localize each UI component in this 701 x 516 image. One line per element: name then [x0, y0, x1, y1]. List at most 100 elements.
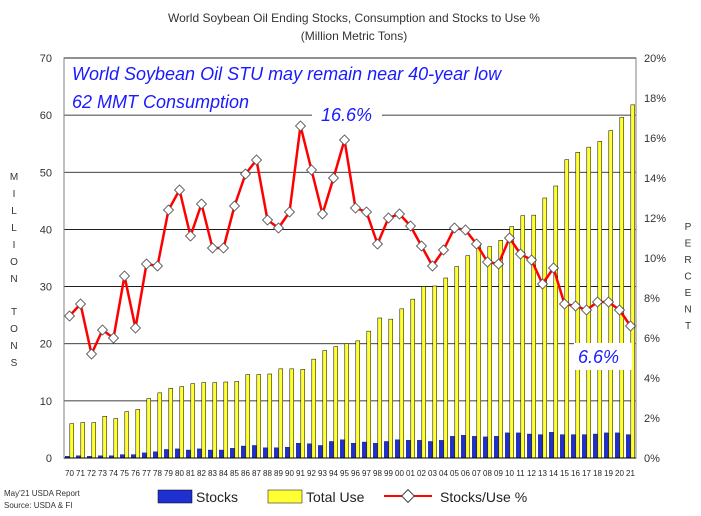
bar-total-use: [333, 346, 339, 459]
annotations: World Soybean Oil STU may remain near 40…: [72, 64, 632, 370]
x-tick: 74: [109, 469, 118, 478]
bar-total-use: [157, 392, 163, 459]
footer: May'21 USDA Report Source: USDA & FI: [4, 489, 81, 510]
x-tick: 78: [153, 469, 162, 478]
bar-stocks: [472, 436, 477, 459]
x-tick: 98: [373, 469, 382, 478]
bar-stocks: [494, 436, 499, 459]
y-axis-right-label-letter: N: [684, 305, 691, 316]
x-tick: 03: [428, 469, 437, 478]
marker-stocks-use: [272, 222, 285, 234]
marker-stocks-use: [283, 206, 296, 218]
marker-stocks-use: [415, 240, 428, 252]
x-tick: 84: [219, 469, 228, 478]
bar-total-use: [267, 373, 273, 459]
marker-stocks-use: [140, 258, 153, 270]
marker-stocks-use: [448, 222, 461, 234]
marker-stocks-use: [349, 202, 362, 214]
x-tick: 76: [131, 469, 140, 478]
bar-stocks: [505, 432, 510, 459]
marker-stocks-use: [74, 298, 87, 310]
y-tick-left: 0: [46, 453, 52, 465]
marker-stocks-use: [371, 238, 384, 250]
bar-stocks: [230, 448, 235, 459]
x-tick: 01: [406, 469, 415, 478]
bar-stocks: [417, 440, 422, 459]
x-tick: 88: [263, 469, 272, 478]
marker-stocks-use: [360, 206, 373, 218]
y-tick-left: 20: [40, 339, 52, 351]
bar-stocks: [153, 451, 158, 459]
marker-stocks-use: [63, 310, 76, 322]
x-tick: 73: [98, 469, 107, 478]
bar-total-use: [542, 197, 548, 459]
bar-stocks: [571, 434, 576, 459]
bar-stocks: [395, 439, 400, 459]
marker-stocks-use: [569, 300, 582, 312]
bar-total-use: [201, 382, 207, 459]
bar-stocks: [439, 440, 444, 459]
bar-total-use: [509, 226, 515, 459]
bar-total-use: [410, 298, 416, 459]
bar-total-use: [113, 418, 119, 459]
bar-stocks: [549, 432, 554, 459]
bar-total-use: [619, 117, 625, 459]
x-tick: 18: [593, 469, 602, 478]
y-tick-right: 4%: [644, 373, 660, 385]
y-axis-right-label-letter: P: [685, 222, 692, 233]
callout-peak-box: [312, 101, 382, 127]
marker-stocks-use: [162, 204, 175, 216]
x-tick: 91: [296, 469, 305, 478]
bar-stocks: [219, 449, 224, 459]
marker-stocks-use: [536, 278, 549, 290]
axes: [63, 58, 637, 459]
bar-total-use: [388, 318, 394, 459]
bar-total-use: [421, 286, 427, 459]
x-tick: 85: [230, 469, 239, 478]
bar-total-use: [553, 185, 559, 459]
bar-stocks: [560, 434, 565, 459]
marker-stocks-use: [316, 208, 329, 220]
x-tick: 89: [274, 469, 283, 478]
bar-total-use: [608, 130, 614, 459]
y-axis-left-ticks: 0 10 20 30 40 50 60 70: [40, 53, 52, 465]
legend: Stocks Total Use Stocks/Use %: [157, 488, 527, 505]
bar-stocks: [318, 445, 323, 459]
bar-total-use: [245, 374, 251, 459]
marker-stocks-use: [613, 304, 626, 316]
bar-total-use: [124, 411, 130, 459]
bar-total-use: [179, 386, 185, 459]
bar-total-use: [223, 381, 229, 459]
marker-stocks-use: [129, 322, 142, 334]
bar-total-use: [102, 416, 108, 459]
bar-total-use: [630, 104, 636, 459]
bar-stocks: [582, 434, 587, 459]
bar-total-use: [190, 383, 196, 459]
marker-stocks-use: [558, 298, 571, 310]
marker-stocks-use: [107, 332, 120, 344]
bar-stocks: [175, 448, 180, 459]
y-tick-left: 50: [40, 167, 52, 179]
legend-swatch-total-use: [267, 489, 303, 504]
bar-stocks: [285, 446, 290, 459]
y-axis-left-label-letter: O: [10, 324, 18, 335]
x-tick: 08: [483, 469, 492, 478]
bar-stocks: [373, 442, 378, 459]
x-tick: 72: [87, 469, 96, 478]
marker-stocks-use: [426, 260, 439, 272]
marker-stocks-use: [305, 164, 318, 176]
bar-total-use: [322, 350, 328, 459]
bar-stocks: [406, 440, 411, 459]
x-tick: 80: [175, 469, 184, 478]
x-tick: 71: [76, 469, 85, 478]
bar-stocks: [461, 434, 466, 459]
marker-stocks-use: [514, 248, 527, 260]
bar-stocks: [538, 434, 543, 459]
marker-stocks-use: [327, 172, 340, 184]
y-tick-right: 16%: [644, 133, 666, 145]
bar-total-use: [69, 423, 75, 459]
x-tick: 90: [285, 469, 294, 478]
bar-total-use: [366, 330, 372, 459]
marker-stocks-use: [525, 254, 538, 266]
